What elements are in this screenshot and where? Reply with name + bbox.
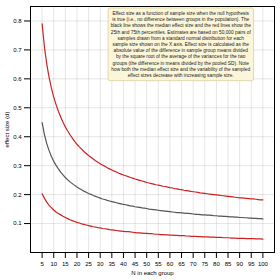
svg-text:95: 95 [248, 261, 255, 267]
svg-text:40: 40 [120, 261, 127, 267]
svg-text:30: 30 [97, 261, 104, 267]
svg-text:45: 45 [132, 261, 139, 267]
svg-text:80: 80 [213, 261, 220, 267]
svg-text:55: 55 [155, 261, 162, 267]
svg-text:Effect size as a function of s: Effect size as a function of sample size… [111, 11, 252, 78]
svg-text:65: 65 [178, 261, 185, 267]
svg-text:70: 70 [190, 261, 197, 267]
svg-text:35: 35 [108, 261, 115, 267]
svg-text:N in each group: N in each group [131, 270, 174, 276]
svg-text:0.5: 0.5 [13, 105, 22, 111]
svg-text:50: 50 [143, 261, 150, 267]
svg-text:90: 90 [236, 261, 243, 267]
svg-text:0.1: 0.1 [13, 220, 22, 226]
svg-text:0.2: 0.2 [13, 192, 22, 198]
svg-text:0.6: 0.6 [13, 76, 22, 82]
svg-text:75: 75 [201, 261, 208, 267]
svg-text:25: 25 [85, 261, 92, 267]
svg-text:10: 10 [50, 261, 57, 267]
svg-text:5: 5 [40, 261, 44, 267]
svg-text:effect size (d): effect size (d) [4, 112, 10, 148]
svg-text:0.4: 0.4 [13, 134, 22, 140]
svg-text:0.7: 0.7 [13, 47, 22, 53]
svg-text:0.3: 0.3 [13, 163, 22, 169]
svg-text:60: 60 [167, 261, 174, 267]
svg-text:20: 20 [74, 261, 81, 267]
svg-text:15: 15 [62, 261, 69, 267]
svg-text:100: 100 [258, 261, 269, 267]
svg-text:0.8: 0.8 [13, 18, 22, 24]
svg-text:85: 85 [225, 261, 232, 267]
